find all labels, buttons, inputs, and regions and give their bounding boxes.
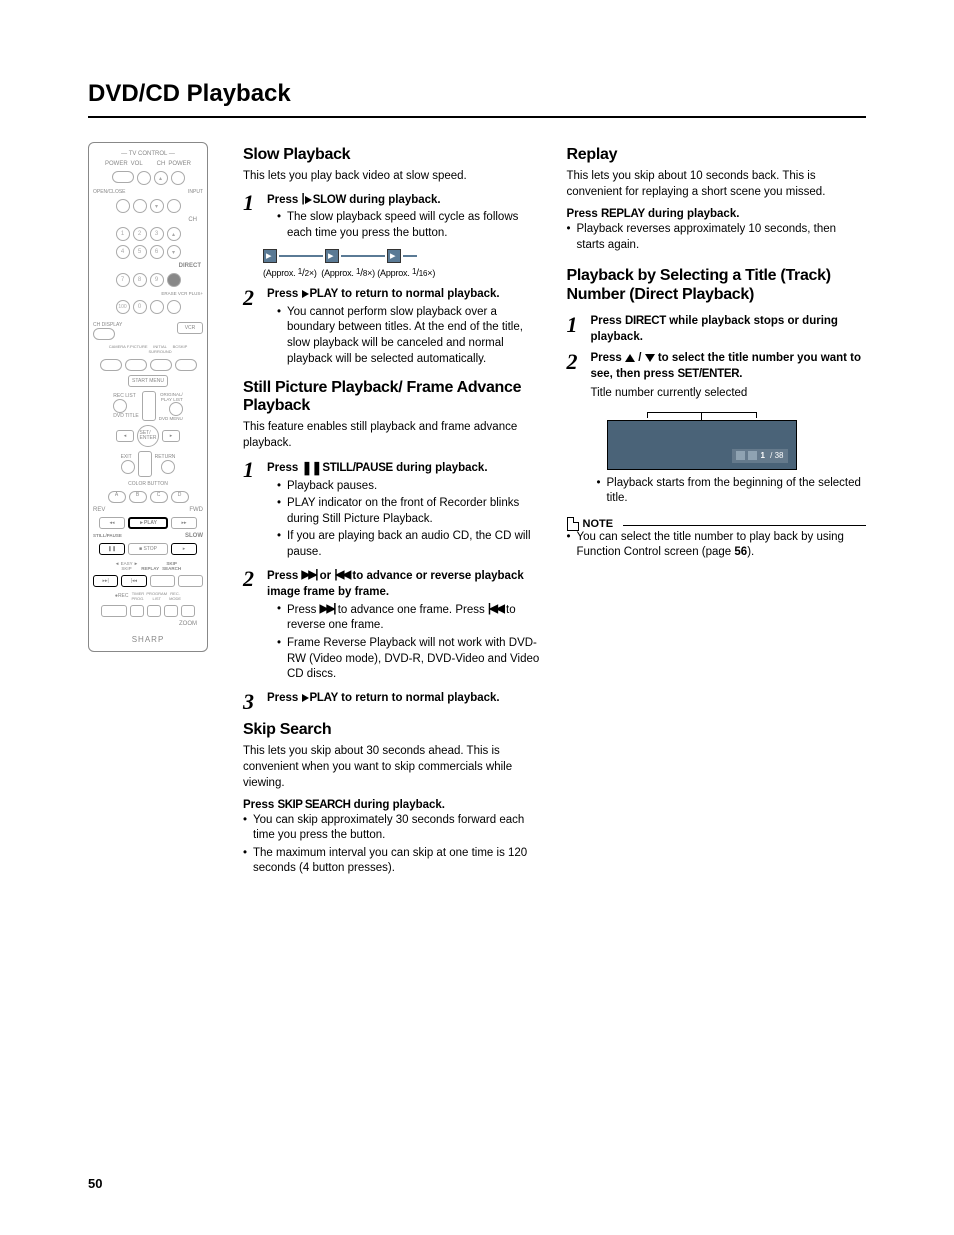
still-step2-head: Press ▶▶| or |◀◀ to advance or reverse p…: [267, 568, 543, 600]
still-step1-b2: PLAY indicator on the front of Recorder …: [277, 496, 543, 527]
still-intro: This feature enables still playback and …: [243, 419, 543, 451]
slow-playback-heading: Slow Playback: [243, 146, 543, 164]
replay-intro: This lets you skip about 10 seconds back…: [567, 168, 867, 200]
right-text-column: Replay This lets you skip about 10 secon…: [567, 142, 867, 879]
title-display-value: / 38: [768, 451, 784, 460]
remote-label: CH DISPLAY: [93, 322, 174, 328]
slow-step1-head: Press |SLOW during playback.: [267, 192, 543, 208]
note-b1: You can select the title number to play …: [567, 530, 867, 561]
step-number: 1: [567, 314, 585, 345]
still-step1-head: Press ❚❚STILL/PAUSE during playback.: [267, 459, 543, 477]
page-title: DVD/CD Playback: [88, 80, 866, 118]
still-step2-b1: Press ▶▶| to advance one frame. Press |◀…: [277, 602, 543, 634]
remote-label: CH: [157, 161, 166, 167]
remote-label: OPEN/CLOSE: [93, 189, 126, 195]
still-step3-head: Press PLAY to return to normal playback.: [267, 691, 543, 707]
remote-direct-label: DIRECT: [93, 263, 203, 269]
remote-ch-up-btn: ▴: [154, 171, 168, 185]
step-number: 1: [243, 459, 261, 562]
still-heading: Still Picture Playback/ Frame Advance Pl…: [243, 379, 543, 415]
remote-power2-btn: [171, 171, 185, 185]
remote-label: INPUT: [188, 189, 203, 195]
still-step1-b1: Playback pauses.: [277, 479, 543, 495]
remote-brand: SHARP: [93, 635, 203, 644]
note-title: NOTE: [583, 518, 614, 530]
remote-vcr-btn: VCR: [177, 322, 203, 334]
note-icon: [567, 517, 579, 531]
step-number: 2: [243, 568, 261, 684]
remote-open-btn: [116, 199, 130, 213]
direct-step1-head: Press DIRECT while playback stops or dur…: [591, 314, 867, 345]
replay-b1: Playback reverses approximately 10 secon…: [567, 222, 867, 253]
step-number: 3: [243, 691, 261, 713]
slow-step2-head: Press PLAY to return to normal playback.: [267, 287, 543, 303]
slow-step2-bullet: You cannot perform slow playback over a …: [277, 305, 543, 367]
title-display-diagram: 1 / 38: [607, 412, 797, 470]
note-box: NOTE You can select the title number to …: [567, 517, 867, 561]
remote-label: ERASE VCR PLUS+: [93, 291, 203, 296]
remote-vol-btn: [137, 171, 151, 185]
replay-head: Press REPLAY during playback.: [567, 208, 867, 220]
remote-label: CH: [93, 217, 203, 223]
skip-search-head: Press SKIP SEARCH during playback.: [243, 799, 543, 811]
slow-step1-bullet: The slow playback speed will cycle as fo…: [277, 210, 543, 241]
step-number: 1: [243, 192, 261, 243]
remote-start-menu-btn: START MENU: [128, 375, 168, 387]
direct-step2-b1: Playback starts from the beginning of th…: [597, 476, 867, 507]
replay-heading: Replay: [567, 146, 867, 164]
direct-heading: Playback by Selecting a Title (Track) Nu…: [567, 267, 867, 304]
title-display-label: Title number currently selected: [591, 386, 867, 402]
remote-label: VOL: [131, 161, 143, 167]
remote-label: POWER: [168, 161, 191, 167]
skip-intro: This lets you skip about 30 seconds ahea…: [243, 743, 543, 791]
remote-control-diagram: — TV CONTROL — POWER VOL CH POWER ▴ OPEN…: [88, 142, 208, 652]
skip-b2: The maximum interval you can skip at one…: [243, 846, 543, 877]
page-number: 50: [88, 1176, 102, 1191]
direct-step2-head: Press / to select the title number you w…: [591, 351, 867, 382]
step-number: 2: [243, 287, 261, 369]
slow-speed-labels: (Approx. 1/2×) (Approx. 1/8×) (Approx. 1…: [263, 267, 543, 279]
left-text-column: Slow Playback This lets you play back vi…: [243, 142, 543, 879]
slow-playback-intro: This lets you play back video at slow sp…: [243, 168, 543, 184]
step-number: 2: [567, 351, 585, 404]
remote-tv-control-label: — TV CONTROL —: [93, 151, 203, 157]
remote-column: — TV CONTROL — POWER VOL CH POWER ▴ OPEN…: [88, 142, 223, 879]
remote-ch-down-btn: ▾: [150, 199, 164, 213]
still-step1-b3: If you are playing back an audio CD, the…: [277, 529, 543, 560]
slow-speed-diagram: [263, 249, 543, 263]
skip-b1: You can skip approximately 30 seconds fo…: [243, 813, 543, 844]
remote-label: POWER: [105, 161, 128, 167]
remote-btn: [133, 199, 147, 213]
remote-input-btn: [167, 199, 181, 213]
still-step2-b2: Frame Reverse Playback will not work wit…: [277, 636, 543, 683]
remote-power-btn: [112, 171, 134, 183]
skip-heading: Skip Search: [243, 721, 543, 739]
